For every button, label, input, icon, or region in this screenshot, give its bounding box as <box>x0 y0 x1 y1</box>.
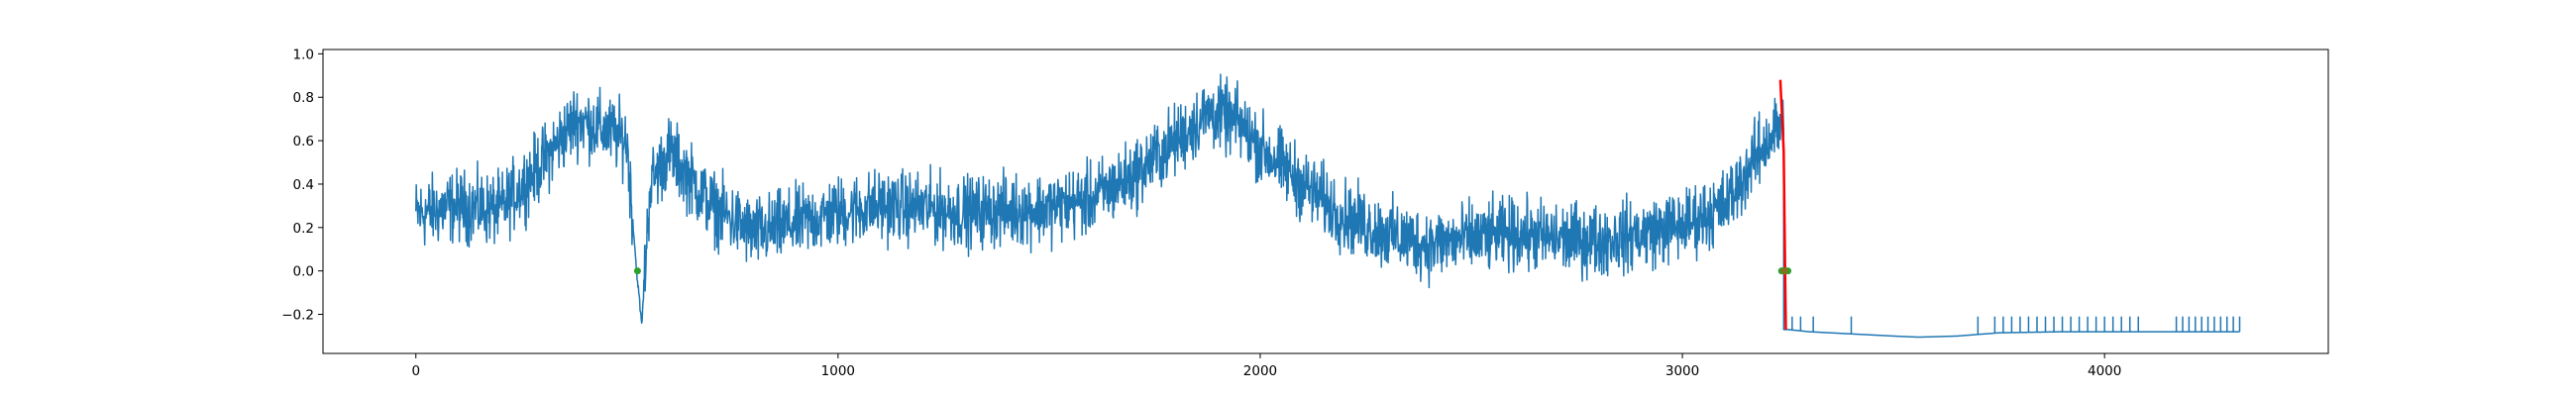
axes-frame <box>322 49 2329 354</box>
y-tick-label: 0.4 <box>293 177 314 193</box>
olive-marker <box>1780 267 1788 275</box>
y-tick-label: −0.2 <box>281 308 314 324</box>
x-tick-label: 3000 <box>1665 363 1699 379</box>
x-tick-label: 1000 <box>821 363 855 379</box>
y-tick-label: 0.0 <box>293 264 314 280</box>
green-marker <box>633 267 641 275</box>
x-tick-label: 4000 <box>2088 363 2121 379</box>
series-main-line <box>414 73 2240 339</box>
y-tick-label: 1.0 <box>293 47 314 62</box>
x-tick-label: 0 <box>411 363 420 379</box>
y-tick-label: 0.2 <box>293 221 314 237</box>
y-tick-label: 0.8 <box>293 90 314 106</box>
y-tick-label: 0.6 <box>293 134 314 149</box>
x-tick-label: 2000 <box>1243 363 1277 379</box>
